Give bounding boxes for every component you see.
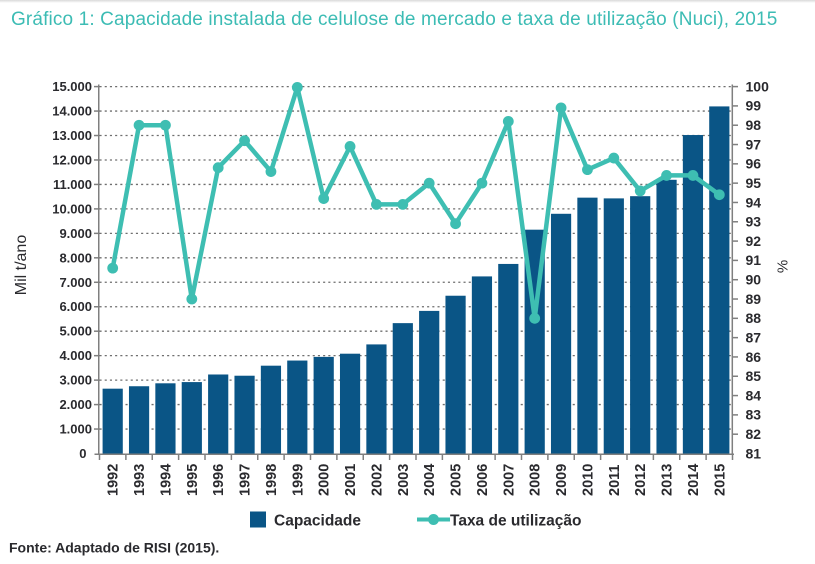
svg-text:1998: 1998 xyxy=(264,464,280,496)
svg-text:14.000: 14.000 xyxy=(52,104,92,119)
svg-text:87: 87 xyxy=(746,329,762,345)
svg-text:98: 98 xyxy=(746,117,762,133)
svg-text:1993: 1993 xyxy=(132,464,148,496)
svg-text:88: 88 xyxy=(746,310,762,326)
svg-text:1996: 1996 xyxy=(211,464,227,496)
svg-text:2.000: 2.000 xyxy=(59,397,92,412)
svg-text:3.000: 3.000 xyxy=(59,373,92,388)
svg-text:Taxa de utilização: Taxa de utilização xyxy=(450,513,582,530)
svg-text:2011: 2011 xyxy=(607,465,623,496)
svg-text:89: 89 xyxy=(746,291,762,307)
svg-text:91: 91 xyxy=(746,252,762,268)
svg-text:15.000: 15.000 xyxy=(52,79,92,94)
svg-text:2008: 2008 xyxy=(528,464,544,496)
svg-text:0: 0 xyxy=(79,446,86,461)
svg-text:95: 95 xyxy=(746,175,762,191)
svg-text:6.000: 6.000 xyxy=(59,299,92,314)
svg-text:96: 96 xyxy=(746,156,762,172)
svg-text:11.000: 11.000 xyxy=(53,177,92,192)
svg-text:8.000: 8.000 xyxy=(59,250,92,265)
svg-text:83: 83 xyxy=(746,407,762,423)
svg-text:5.000: 5.000 xyxy=(59,324,92,339)
svg-text:85: 85 xyxy=(746,368,762,384)
svg-text:1997: 1997 xyxy=(238,464,254,496)
svg-text:13.000: 13.000 xyxy=(52,128,92,143)
svg-text:2015: 2015 xyxy=(712,464,728,496)
svg-text:2009: 2009 xyxy=(554,464,570,496)
svg-text:2002: 2002 xyxy=(369,464,385,496)
svg-text:100: 100 xyxy=(746,78,770,94)
svg-text:1999: 1999 xyxy=(290,464,306,496)
svg-text:2003: 2003 xyxy=(396,464,412,496)
svg-text:99: 99 xyxy=(746,98,762,114)
svg-text:90: 90 xyxy=(746,272,762,288)
svg-text:84: 84 xyxy=(746,387,762,403)
svg-text:2005: 2005 xyxy=(449,464,465,496)
svg-text:%: % xyxy=(775,260,792,273)
svg-text:1.000: 1.000 xyxy=(59,422,92,437)
svg-text:10.000: 10.000 xyxy=(52,201,92,216)
svg-text:Mil t/ano: Mil t/ano xyxy=(13,235,30,296)
svg-text:2001: 2001 xyxy=(343,464,359,496)
svg-text:86: 86 xyxy=(746,349,762,365)
svg-text:7.000: 7.000 xyxy=(59,275,92,290)
svg-text:Capacidade: Capacidade xyxy=(274,513,361,530)
svg-text:4.000: 4.000 xyxy=(59,348,92,363)
svg-text:Gráfico 1: Capacidade instalad: Gráfico 1: Capacidade instalada de celul… xyxy=(11,9,777,30)
svg-text:2000: 2000 xyxy=(317,464,333,496)
svg-text:2007: 2007 xyxy=(501,464,517,496)
svg-text:2012: 2012 xyxy=(633,464,649,496)
svg-text:2004: 2004 xyxy=(422,464,438,496)
svg-text:1994: 1994 xyxy=(158,464,174,496)
svg-text:92: 92 xyxy=(746,233,762,249)
svg-text:2006: 2006 xyxy=(475,464,491,496)
svg-text:97: 97 xyxy=(746,136,762,152)
svg-text:2014: 2014 xyxy=(686,464,702,496)
svg-text:81: 81 xyxy=(746,445,762,461)
svg-text:Fonte: Adaptado de RISI (2015): Fonte: Adaptado de RISI (2015). xyxy=(9,540,219,556)
svg-text:9.000: 9.000 xyxy=(59,226,92,241)
svg-text:2010: 2010 xyxy=(580,464,596,496)
svg-text:1995: 1995 xyxy=(185,464,201,496)
svg-text:12.000: 12.000 xyxy=(52,152,92,167)
svg-text:2013: 2013 xyxy=(660,464,676,496)
svg-text:94: 94 xyxy=(746,194,762,210)
svg-text:82: 82 xyxy=(746,426,762,442)
svg-text:93: 93 xyxy=(746,214,762,230)
svg-text:1992: 1992 xyxy=(106,464,122,496)
